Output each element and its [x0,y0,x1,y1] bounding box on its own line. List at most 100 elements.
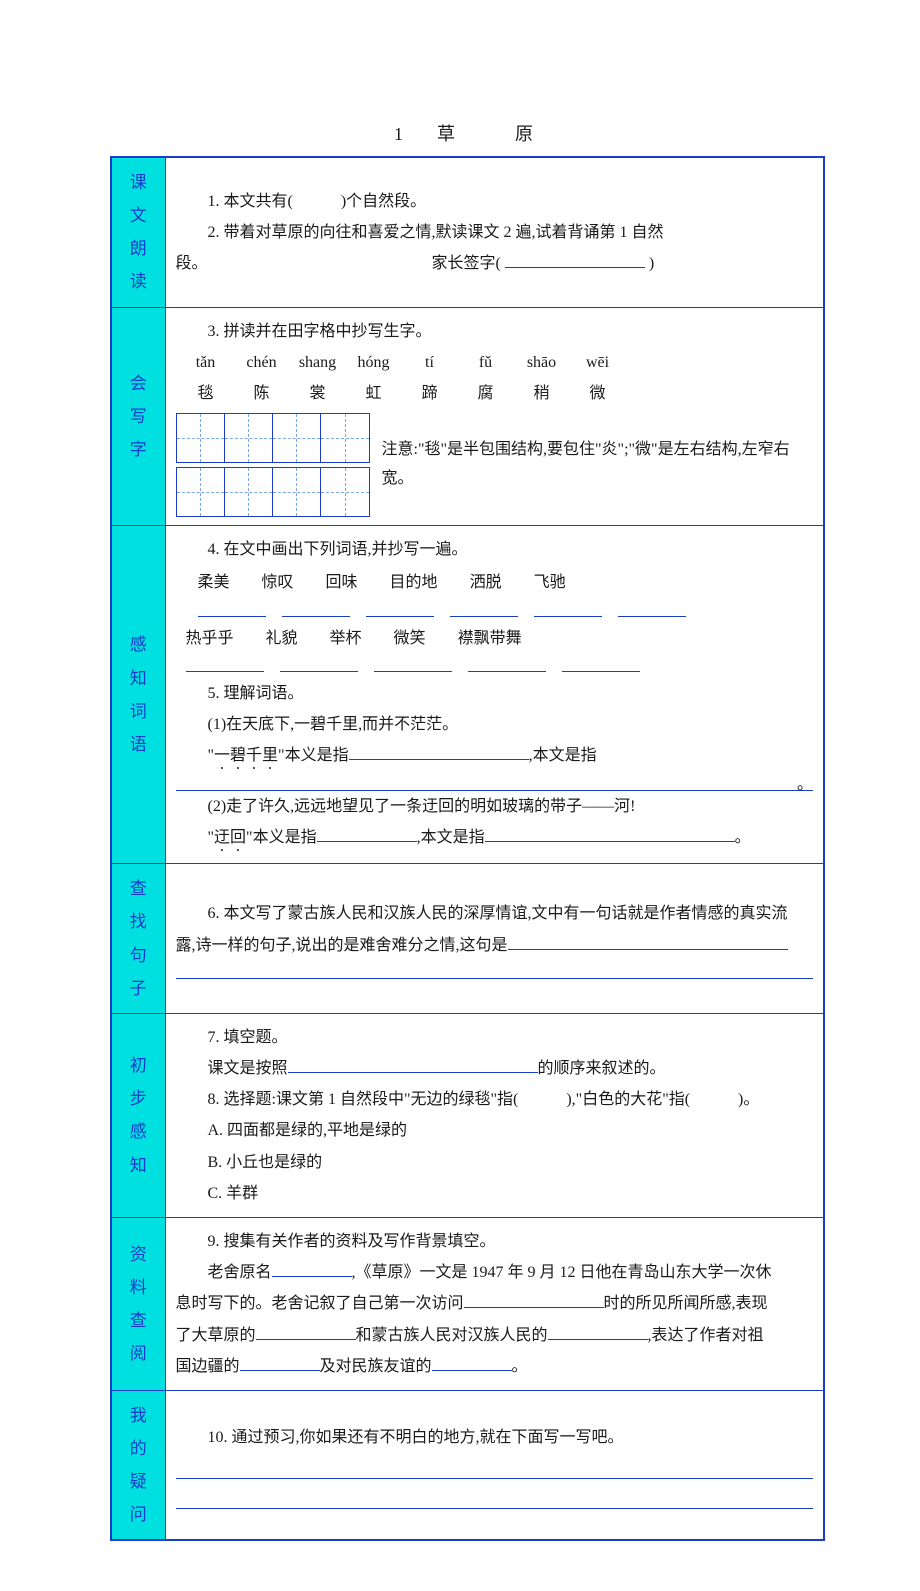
word: 举杯 [330,623,362,654]
word: 微笑 [394,623,426,654]
q5-2b: "迂回"本义是指,本文是指。 [176,822,814,855]
char: 稍 [514,378,570,409]
q5-1-fullblank: 。 [176,775,814,791]
q2-line2: 段。 家长签字( ) [176,248,814,279]
tian-cell[interactable] [321,468,369,516]
blank[interactable] [548,1324,648,1340]
q6-line1: 6. 本文写了蒙古族人民和汉族人民的深厚情谊,文中有一句话就是作者情感的真实流 [176,898,814,929]
optA: A. 四面都是绿的,平地是绿的 [176,1115,814,1146]
section-content-2: 3. 拼读并在田字格中抄写生字。 tǎn chén shang hóng tí … [165,307,824,526]
word: 惊叹 [262,567,294,598]
blank-line[interactable] [176,963,814,979]
tian-cell[interactable] [273,414,321,462]
line3a: 了大草原的 [176,1327,256,1344]
period: 。 [797,769,813,800]
pinyin: fǔ [458,347,514,378]
q7b-text: 的顺序来叙述的。 [538,1060,666,1077]
q5-1: (1)在天底下,一碧千里,而并不茫茫。 [176,709,814,740]
word: 目的地 [390,567,438,598]
writing-note: 注意:"毯"是半包围结构,要包住"炎";"微"是左右结构,左窄右宽。 [382,436,814,494]
tian-cell[interactable] [177,468,225,516]
word: 礼貌 [266,623,298,654]
char: 虹 [346,378,402,409]
blank[interactable] [464,1292,604,1308]
section-label-1: 课文朗读 [111,157,165,307]
q5-2b-text: "本义是指 [246,829,317,846]
pinyin: tí [402,347,458,378]
q5-2: (2)走了许久,远远地望见了一条迂回的明如玻璃的带子——河! [176,791,814,822]
blank[interactable] [240,1355,320,1371]
pinyin: hóng [346,347,402,378]
period: 。 [735,829,751,846]
q9-line1: 老舍原名,《草原》一文是 1947 年 9 月 12 日他在青岛山东大学一次休 [176,1257,814,1288]
blank[interactable] [256,1324,356,1340]
word-blank[interactable] [374,656,452,672]
blank[interactable] [432,1355,512,1371]
blank-line[interactable] [176,775,814,791]
q2b-text: 段。 [176,255,208,272]
pinyin: tǎn [178,347,234,378]
line4c: 。 [512,1358,528,1375]
signature-label: 家长签字( [432,255,501,272]
char: 蹄 [402,378,458,409]
word-blank[interactable] [186,656,264,672]
word-blank[interactable] [562,656,640,672]
q8: 8. 选择题:课文第 1 自然段中"无边的绿毯"指( ),"白色的大花"指( )… [176,1084,814,1115]
section-content-4: 6. 本文写了蒙古族人民和汉族人民的深厚情谊,文中有一句话就是作者情感的真实流 … [165,864,824,1014]
words-row-2: 热乎乎 礼貌 举杯 微笑 襟飘带舞 [186,623,814,654]
section-label-3: 感知词语 [111,526,165,864]
section-content-1: 1. 本文共有( )个自然段。 2. 带着对草原的向往和喜爱之情,默读课文 2 … [165,157,824,307]
char: 腐 [458,378,514,409]
q9: 9. 搜集有关作者的资料及写作背景填空。 [176,1226,814,1257]
q7: 7. 填空题。 [176,1022,814,1053]
tian-cell[interactable] [177,414,225,462]
blank[interactable] [485,826,735,842]
word-blank[interactable] [198,601,266,617]
word-blank[interactable] [280,656,358,672]
word-blank[interactable] [282,601,350,617]
page-title: 1 草 原 [110,120,825,146]
section-label-7: 我的疑问 [111,1390,165,1540]
blank-line[interactable] [176,1493,814,1509]
q4: 4. 在文中画出下列词语,并抄写一遍。 [176,534,814,565]
q5-2b-keyword: 迂回 [214,829,246,846]
q9-line3: 了大草原的和蒙古族人民对汉族人民的,表达了作者对祖 [176,1320,814,1351]
sig-end: ) [649,255,654,272]
blank[interactable] [317,826,417,842]
blank[interactable] [288,1057,538,1073]
tian-cell[interactable] [321,414,369,462]
tian-cell[interactable] [225,414,273,462]
section-label-5: 初步感知 [111,1013,165,1217]
q7a-text: 课文是按照 [208,1060,288,1077]
char: 裳 [290,378,346,409]
tian-cell[interactable] [273,468,321,516]
section-label-2: 会写字 [111,307,165,526]
char-row: 毯 陈 裳 虹 蹄 腐 稍 微 [178,378,814,409]
blank[interactable] [508,934,788,950]
section-label-6: 资料查阅 [111,1217,165,1390]
word-blank[interactable] [366,601,434,617]
q10: 10. 通过预习,你如果还有不明白的地方,就在下面写一写吧。 [176,1422,814,1453]
blank-line[interactable] [176,1463,814,1479]
blank[interactable] [272,1261,352,1277]
word-blank[interactable] [618,601,686,617]
tian-cell[interactable] [225,468,273,516]
word: 飞驰 [534,567,566,598]
word: 热乎乎 [186,623,234,654]
word-blank[interactable] [450,601,518,617]
word-blank[interactable] [468,656,546,672]
word-blank[interactable] [534,601,602,617]
q1: 1. 本文共有( )个自然段。 [176,186,814,217]
section-label-4: 查找句子 [111,864,165,1014]
q6-line2: 露,诗一样的句子,说出的是难舍难分之情,这句是 [176,930,814,961]
worksheet-table: 课文朗读 1. 本文共有( )个自然段。 2. 带着对草原的向往和喜爱之情,默读… [110,156,825,1541]
optB: B. 小丘也是绿的 [176,1147,814,1178]
optC: C. 羊群 [176,1178,814,1209]
blank[interactable] [349,744,529,760]
q9-line4: 国边疆的及对民族友谊的。 [176,1351,814,1382]
signature-blank[interactable] [505,252,645,268]
q9-line2: 息时写下的。老舍记叙了自己第一次访问时的所见所闻所感,表现 [176,1288,814,1319]
char: 陈 [234,378,290,409]
word: 柔美 [198,567,230,598]
words-row-1: 柔美 惊叹 回味 目的地 洒脱 飞驰 [198,567,814,598]
